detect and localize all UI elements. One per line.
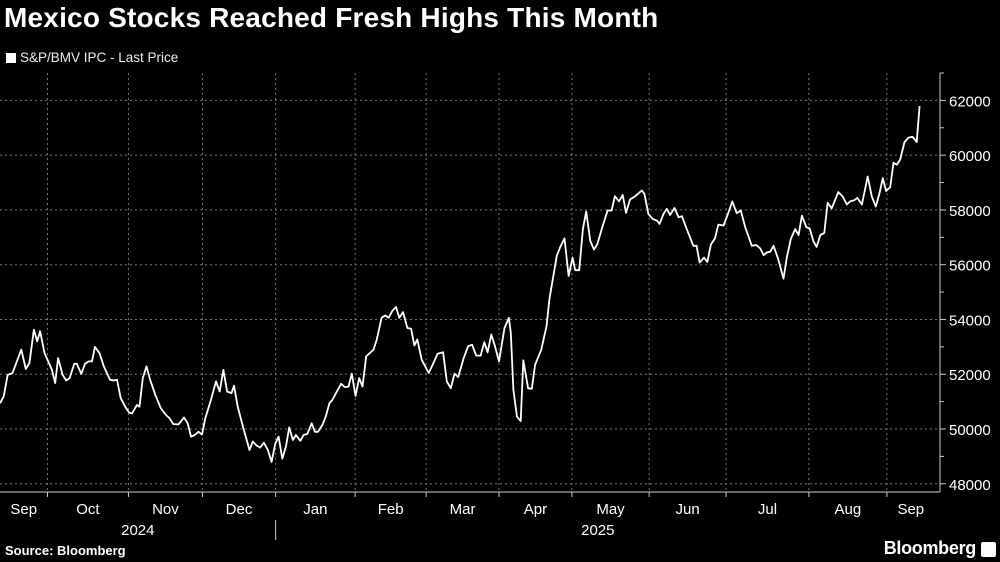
y-tick-label: 60000 [949,148,991,165]
y-tick-label: 54000 [949,312,991,329]
x-month-label: Dec [226,501,253,518]
x-month-label: Feb [378,501,404,518]
x-month-label: Apr [524,501,547,518]
y-tick-label: 48000 [949,477,991,494]
y-tick-label: 56000 [949,258,991,275]
y-tick-label: 62000 [949,93,991,110]
x-month-label: Aug [835,501,862,518]
x-month-label: Mar [450,501,476,518]
x-month-label: Jul [758,501,777,518]
chart-title: Mexico Stocks Reached Fresh Highs This M… [4,2,659,33]
x-month-label: Oct [76,501,100,518]
x-month-label: Jan [303,501,327,518]
x-month-label: May [596,501,625,518]
y-tick-label: 52000 [949,367,991,384]
bloomberg-chart-icon [981,542,996,557]
x-month-label: Jun [676,501,700,518]
legend: S&P/BMV IPC - Last Price [6,50,178,65]
y-tick-label: 50000 [949,422,991,439]
series-line-ipc [0,106,921,463]
x-year-label: 2024 [121,522,154,539]
x-month-label: Sep [897,501,924,518]
x-month-label: Nov [152,501,179,518]
x-month-label: Sep [10,501,37,518]
legend-swatch [6,52,16,63]
x-year-label: 2025 [581,522,614,539]
bloomberg-logo: Bloomberg [883,538,977,558]
source-note: Source: Bloomberg [5,543,126,558]
y-tick-label: 58000 [949,203,991,220]
legend-label: S&P/BMV IPC - Last Price [20,50,179,65]
